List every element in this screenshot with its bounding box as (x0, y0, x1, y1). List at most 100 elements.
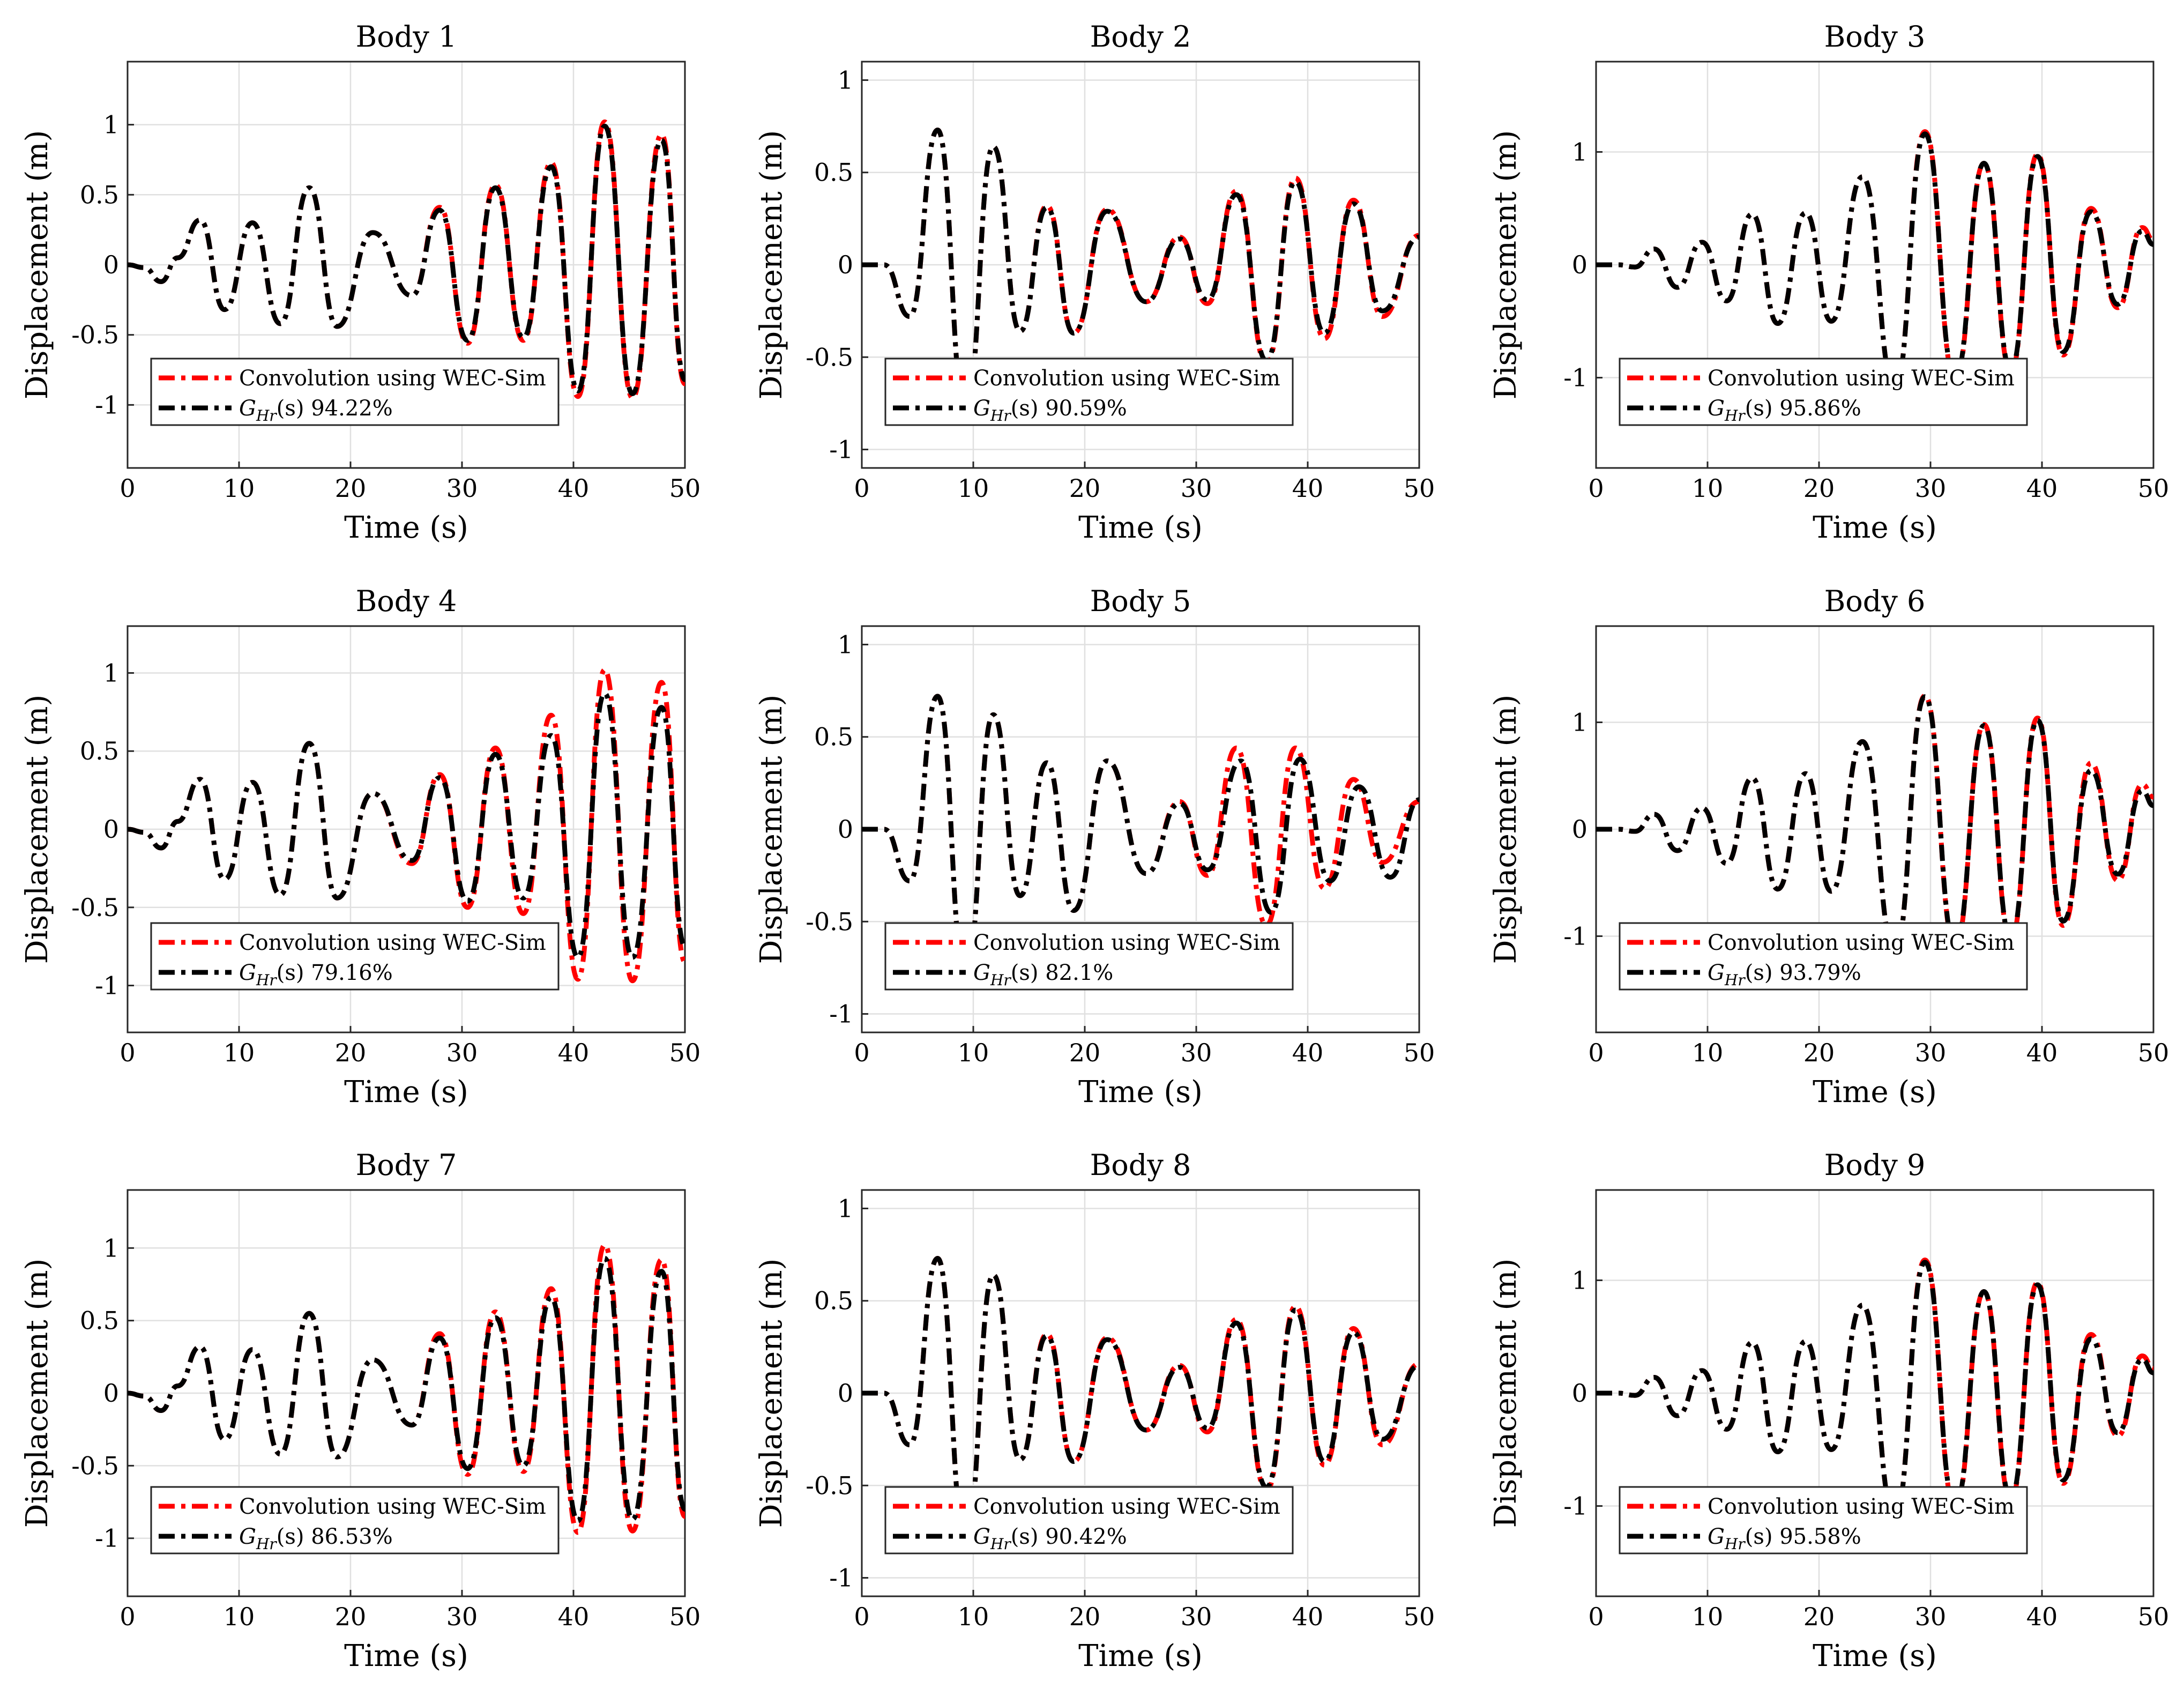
x-tick-label: 10 (958, 474, 989, 503)
legend-box (1619, 358, 2028, 426)
x-tick-label: 10 (1692, 474, 1724, 503)
legend-label-rest: (s) 95.58% (1745, 1524, 1861, 1549)
legend-label-main: G (973, 961, 990, 985)
legend-label: GHr(s) 95.58% (1708, 1524, 1861, 1553)
chart-title: Body 3 (1824, 20, 1926, 54)
x-tick-label: 20 (1803, 474, 1835, 503)
x-axis-label: Time (s) (344, 1075, 468, 1110)
x-tick-label: 50 (2138, 1602, 2170, 1631)
x-tick-label: 0 (120, 474, 135, 503)
legend-label-main: G (1708, 961, 1725, 985)
series-line-ghr (128, 690, 685, 960)
y-tick-label: 0.5 (814, 1286, 853, 1315)
chart-title: Body 9 (1824, 1148, 1926, 1182)
y-tick-label: 0 (103, 1379, 119, 1408)
legend-label: GHr(s) 95.86% (1708, 396, 1861, 425)
y-tick-label: 0 (1572, 250, 1587, 279)
y-axis-label: Displacement (m) (20, 1259, 55, 1528)
subplot-9: 0 10 20 30 40 50 -1 0 1 Body 9 Time (s) Displacemen… (1488, 1148, 2169, 1673)
y-tick-label: 0.5 (80, 180, 119, 209)
y-tick-label: -1 (95, 971, 119, 1000)
legend-label-main: G (973, 1524, 990, 1549)
x-tick-label: 10 (223, 1602, 255, 1631)
subplot-4: 0 10 20 30 40 50 -1 -0.5 0 0.5 1 Body 4 Time (s) Disp… (20, 584, 700, 1110)
legend-label-rest: (s) 94.22% (277, 396, 393, 421)
legend-label-subscript: Hr (1724, 407, 1746, 425)
legend-label-main: G (239, 396, 256, 421)
y-tick-label: -1 (1563, 921, 1587, 950)
chart-title: Body 6 (1824, 584, 1926, 618)
y-tick-label: 1 (1572, 708, 1587, 737)
legend-label-main: G (239, 961, 256, 985)
y-tick-label: 0 (103, 815, 119, 844)
y-tick-label: 0.5 (80, 1306, 119, 1335)
x-axis-label: Time (s) (1813, 1075, 1937, 1110)
chart-title: Body 5 (1090, 584, 1191, 618)
y-tick-label: -1 (95, 1524, 119, 1553)
x-tick-label: 30 (1915, 1038, 1947, 1067)
x-tick-label: 10 (223, 474, 255, 503)
x-tick-label: 40 (1292, 1602, 1324, 1631)
x-tick-label: 0 (854, 474, 869, 503)
legend-label: GHr(s) 86.53% (239, 1524, 393, 1553)
y-tick-label: -0.5 (71, 1451, 119, 1480)
legend-label-subscript: Hr (990, 971, 1011, 989)
subplot-1: 0 10 20 30 40 50 -1 -0.5 0 0.5 1 Body 1 Time (s) Disp… (20, 20, 700, 545)
y-axis-label: Displacement (m) (20, 130, 55, 400)
subplot-2: 0 10 20 30 40 50 -1 -0.5 0 0.5 1 Body 2 Time (s) Disp… (754, 20, 1435, 545)
y-tick-label: 1 (838, 1194, 853, 1223)
x-tick-label: 20 (1069, 1602, 1101, 1631)
series-line-ghr (1596, 694, 2153, 955)
legend-label-main: G (973, 396, 990, 421)
x-axis-label: Time (s) (1813, 1639, 1937, 1673)
subplot-5: 0 10 20 30 40 50 -1 -0.5 0 0.5 1 Body 5 Time (s) Disp… (754, 584, 1435, 1110)
y-tick-label: -0.5 (806, 343, 853, 371)
x-tick-label: 0 (120, 1038, 135, 1067)
x-tick-label: 10 (958, 1038, 989, 1067)
series-line-ghr (862, 694, 1419, 980)
y-axis-label: Displacement (m) (1488, 695, 1523, 964)
x-tick-label: 30 (446, 474, 478, 503)
legend: Convolution using WEC-Sim GHr(s) 93.79% (1619, 922, 2028, 991)
x-tick-label: 40 (558, 1602, 590, 1631)
y-tick-label: -1 (1563, 363, 1587, 392)
legend-label-subscript: Hr (256, 1535, 277, 1553)
y-axis-label: Displacement (m) (1488, 130, 1523, 400)
y-tick-label: -0.5 (71, 893, 119, 922)
legend-label: GHr(s) 93.79% (1708, 961, 1861, 989)
legend-label-rest: (s) 86.53% (277, 1524, 393, 1549)
x-axis-label: Time (s) (1078, 510, 1203, 545)
legend-label-main: G (1708, 1524, 1725, 1549)
y-tick-label: 1 (103, 110, 119, 139)
subplot-7: 0 10 20 30 40 50 -1 -0.5 0 0.5 1 Body 7 Time (s) Disp… (20, 1148, 700, 1673)
x-tick-label: 40 (1292, 1038, 1324, 1067)
y-tick-label: -1 (829, 1564, 853, 1593)
x-tick-label: 30 (446, 1602, 478, 1631)
legend-label-subscript: Hr (990, 1535, 1011, 1553)
legend-label-rest: (s) 90.42% (1011, 1524, 1127, 1549)
x-tick-label: 30 (446, 1038, 478, 1067)
y-tick-label: 1 (103, 1233, 119, 1262)
x-axis-label: Time (s) (344, 1639, 468, 1673)
y-tick-label: -0.5 (71, 321, 119, 349)
legend-label-rest: (s) 79.16% (277, 961, 393, 985)
legend-label: Convolution using WEC-Sim (973, 1494, 1280, 1519)
subplot-3: 0 10 20 30 40 50 -1 0 1 Body 3 Time (s) Displacemen… (1488, 20, 2169, 545)
x-tick-label: 0 (1588, 474, 1604, 503)
legend-label: GHr(s) 94.22% (239, 396, 393, 425)
legend-label: Convolution using WEC-Sim (973, 366, 1280, 391)
x-tick-label: 30 (1181, 1602, 1212, 1631)
x-tick-label: 50 (2138, 474, 2170, 503)
legend: Convolution using WEC-Sim GHr(s) 79.16% (150, 922, 560, 991)
x-tick-label: 10 (223, 1038, 255, 1067)
legend-label: Convolution using WEC-Sim (973, 931, 1280, 955)
legend-box (150, 1486, 560, 1554)
legend-box (884, 358, 1294, 426)
y-tick-label: 0 (838, 1379, 853, 1408)
x-tick-label: 20 (1803, 1602, 1835, 1631)
x-tick-label: 20 (335, 1038, 367, 1067)
x-tick-label: 50 (1404, 474, 1435, 503)
x-tick-label: 30 (1915, 1602, 1947, 1631)
legend: Convolution using WEC-Sim GHr(s) 82.1% (884, 922, 1294, 991)
